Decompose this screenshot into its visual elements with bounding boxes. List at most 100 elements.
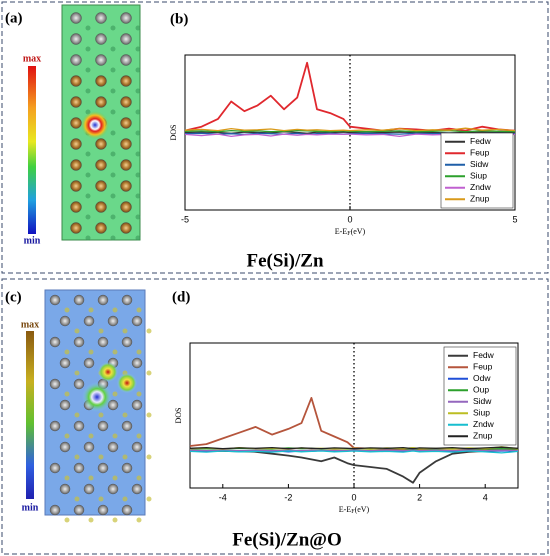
colorbar <box>26 331 34 499</box>
atom <box>120 201 132 213</box>
charge-map <box>61 4 141 241</box>
atom <box>110 235 116 241</box>
atom <box>120 96 132 108</box>
atom <box>120 180 132 192</box>
legend-box <box>440 132 514 209</box>
atom <box>136 475 142 481</box>
atom <box>97 294 109 306</box>
atom <box>95 201 107 213</box>
atom <box>95 33 107 45</box>
atom <box>85 214 91 220</box>
dos-line <box>189 446 519 450</box>
atom <box>64 517 70 523</box>
atom <box>146 496 152 502</box>
atom <box>135 193 141 199</box>
atom <box>110 109 116 115</box>
legend-label: Sidw <box>473 396 492 406</box>
atom <box>110 130 116 136</box>
atom <box>59 441 71 453</box>
x-tick-label: -4 <box>219 492 227 502</box>
atom <box>70 159 82 171</box>
panel-label: (b) <box>170 11 188 27</box>
atom <box>64 475 70 481</box>
atom <box>95 54 107 66</box>
x-axis-label-part: F <box>351 509 355 515</box>
atom <box>131 399 143 411</box>
atom <box>74 496 80 502</box>
atom <box>70 201 82 213</box>
atom <box>85 235 91 241</box>
atom <box>146 454 152 460</box>
atom <box>131 441 143 453</box>
atom <box>70 75 82 87</box>
atom <box>97 420 109 432</box>
legend-label: Oup <box>473 385 489 395</box>
atom <box>83 441 95 453</box>
atom <box>70 222 82 234</box>
atom <box>83 357 95 369</box>
hotspot <box>82 382 112 412</box>
atom <box>146 328 152 334</box>
legend-label: Feup <box>473 362 493 372</box>
atom <box>88 349 94 355</box>
atom <box>135 214 141 220</box>
atom <box>59 399 71 411</box>
atom <box>97 462 109 474</box>
colorbar-max: max <box>23 53 41 64</box>
atom <box>74 454 80 460</box>
atom <box>64 349 70 355</box>
atom <box>98 412 104 418</box>
panel-frame <box>1 1 549 274</box>
atom <box>98 496 104 502</box>
atom <box>122 454 128 460</box>
atom <box>88 433 94 439</box>
atom <box>85 88 91 94</box>
atom <box>112 475 118 481</box>
atom <box>83 315 95 327</box>
atom <box>107 315 119 327</box>
atom <box>88 517 94 523</box>
atom <box>121 336 133 348</box>
atom <box>112 517 118 523</box>
atom <box>49 504 61 516</box>
panel-label: (c) <box>5 289 22 305</box>
atom <box>70 33 82 45</box>
atom <box>98 328 104 334</box>
atom <box>136 391 142 397</box>
atom <box>112 349 118 355</box>
atom <box>73 294 85 306</box>
atom <box>135 109 141 115</box>
atom <box>135 67 141 73</box>
atom <box>73 504 85 516</box>
atom <box>95 12 107 24</box>
atom <box>88 307 94 313</box>
atom <box>112 307 118 313</box>
atom <box>135 130 141 136</box>
x-axis-label: E-EF(eV) <box>339 505 370 516</box>
x-axis-label-part: (eV) <box>351 227 366 236</box>
legend-label: Odw <box>473 373 491 383</box>
atom <box>73 420 85 432</box>
atom <box>74 370 80 376</box>
atom <box>136 307 142 313</box>
atom <box>110 214 116 220</box>
atom <box>95 180 107 192</box>
atom <box>49 420 61 432</box>
legend-label: Znup <box>473 431 493 441</box>
atom <box>122 328 128 334</box>
hotspot <box>117 373 137 393</box>
hotspot <box>81 111 109 139</box>
charge-map <box>44 289 152 523</box>
atom <box>70 54 82 66</box>
legend-box <box>443 346 517 446</box>
atom <box>135 25 141 31</box>
atom <box>136 433 142 439</box>
dos-line <box>189 450 519 454</box>
atom <box>73 462 85 474</box>
atom <box>120 222 132 234</box>
dos-line <box>184 61 516 132</box>
atom <box>110 151 116 157</box>
atom <box>83 483 95 495</box>
atom <box>85 193 91 199</box>
